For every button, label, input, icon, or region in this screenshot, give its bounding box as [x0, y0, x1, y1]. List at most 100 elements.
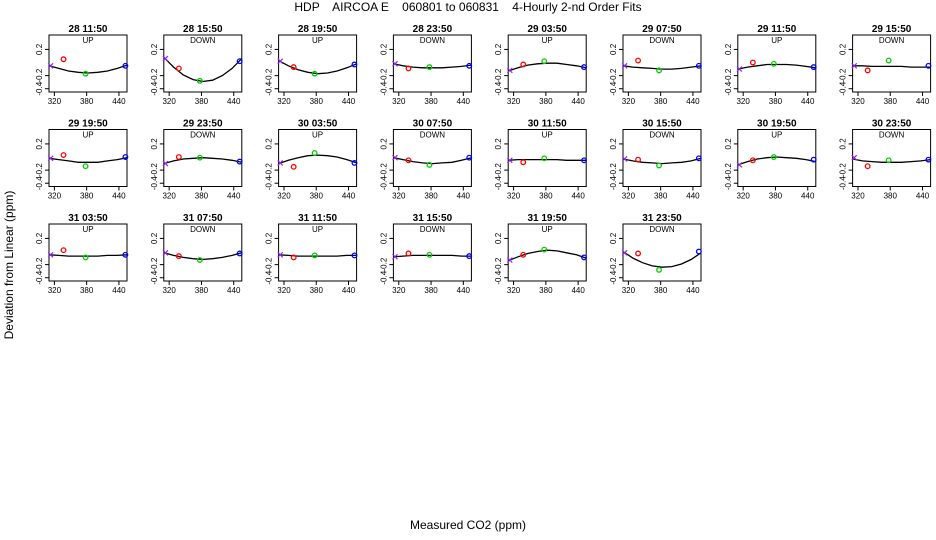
x-tick-label: 440	[686, 286, 700, 295]
data-point	[736, 66, 743, 72]
panel-title: 30 15:50	[642, 119, 682, 130]
x-tick-label: 320	[392, 286, 406, 295]
data-point	[426, 64, 433, 71]
x-tick-label: 440	[571, 192, 585, 201]
panel-subtitle: DOWN	[420, 36, 446, 45]
data-point	[60, 56, 67, 63]
data-point	[885, 57, 892, 64]
data-point	[925, 156, 932, 163]
data-point	[864, 67, 871, 74]
y-tick-label: 0.2	[609, 138, 618, 150]
y-tick-label: 0.2	[494, 138, 503, 150]
x-tick-label: 440	[342, 192, 356, 201]
x-tick-label: 320	[48, 192, 62, 201]
y-tick-label: 0.2	[150, 232, 159, 244]
data-point	[621, 62, 628, 69]
y-tick-label: -0.2	[35, 163, 44, 177]
x-tick-label: 380	[310, 286, 324, 295]
x-tick-label: 320	[622, 286, 636, 295]
y-tick-label: -0.2	[724, 163, 733, 177]
x-tick-label: 320	[162, 192, 176, 201]
fit-curve	[163, 56, 243, 83]
data-point	[506, 157, 513, 164]
data-point	[290, 163, 297, 170]
y-tick-label: -0.4	[265, 81, 274, 95]
y-tick-label: -0.2	[609, 163, 618, 177]
panel-subtitle: DOWN	[190, 131, 216, 140]
y-tick-label: 0.2	[35, 232, 44, 244]
data-point	[162, 55, 169, 62]
data-point	[162, 249, 169, 256]
data-point	[621, 249, 628, 256]
panel-title: 29 15:50	[872, 24, 912, 35]
panel-subtitle: DOWN	[649, 225, 675, 234]
fit-curve	[507, 249, 587, 262]
panel-subtitle: UP	[312, 36, 323, 45]
panel-subtitle: UP	[542, 225, 553, 234]
data-point	[60, 247, 67, 254]
y-tick-label: 0.2	[150, 43, 159, 55]
data-point	[60, 152, 67, 159]
data-point	[749, 59, 756, 66]
fit-curve	[852, 158, 931, 163]
panel-subtitle: DOWN	[190, 225, 216, 234]
data-point	[405, 157, 412, 164]
data-point	[581, 157, 587, 164]
data-point	[635, 156, 642, 163]
data-point	[162, 160, 169, 167]
x-tick-label: 380	[310, 192, 324, 201]
data-point	[656, 162, 662, 169]
data-point	[196, 257, 203, 263]
fit-curve	[278, 254, 357, 257]
data-point	[277, 58, 284, 65]
data-point	[122, 62, 129, 69]
data-point	[695, 248, 702, 255]
panel-frame	[507, 34, 587, 93]
y-tick-label: -0.4	[839, 176, 848, 190]
x-tick-label: 440	[916, 97, 930, 106]
y-tick-label: -0.4	[379, 81, 388, 95]
data-point	[466, 253, 473, 260]
data-point	[810, 64, 817, 71]
y-tick-label: -0.4	[494, 81, 503, 95]
panel-title: 31 11:50	[298, 213, 337, 224]
panel-title: 30 11:50	[528, 119, 567, 130]
y-tick-label: 0.2	[265, 232, 274, 244]
fit-curve	[163, 252, 242, 261]
data-point	[277, 251, 284, 258]
x-tick-label: 380	[424, 192, 438, 201]
x-tick-label: 320	[622, 97, 636, 106]
y-tick-label: 0.2	[609, 43, 618, 55]
panel-subtitle: DOWN	[190, 36, 216, 45]
x-tick-label: 320	[507, 192, 521, 201]
data-point	[885, 157, 892, 164]
data-point	[405, 65, 412, 72]
y-tick-label: -0.4	[35, 176, 44, 190]
panel-title: 30 19:50	[757, 119, 797, 130]
y-tick-label: 0.2	[609, 232, 618, 244]
figure-title: HDP AIRCOA E 060801 to 060831 4-Hourly 2…	[294, 0, 642, 14]
x-tick-label: 440	[112, 286, 126, 295]
fit-curve	[622, 65, 702, 70]
data-point	[506, 67, 513, 74]
data-point	[82, 254, 89, 261]
y-tick-label: -0.2	[494, 68, 503, 82]
fit-curve	[622, 157, 702, 165]
y-tick-label: -0.4	[494, 176, 503, 190]
x-tick-label: 440	[112, 192, 126, 201]
data-point	[466, 154, 473, 161]
panel-title: 28 15:50	[183, 24, 223, 35]
x-tick-label: 320	[507, 286, 521, 295]
data-point	[236, 58, 243, 65]
data-point	[122, 251, 129, 258]
panel-frame	[737, 34, 817, 93]
y-tick-label: -0.2	[265, 68, 274, 82]
x-tick-label: 380	[654, 286, 668, 295]
panel-subtitle: UP	[542, 131, 553, 140]
y-tick-label: -0.2	[494, 163, 503, 177]
